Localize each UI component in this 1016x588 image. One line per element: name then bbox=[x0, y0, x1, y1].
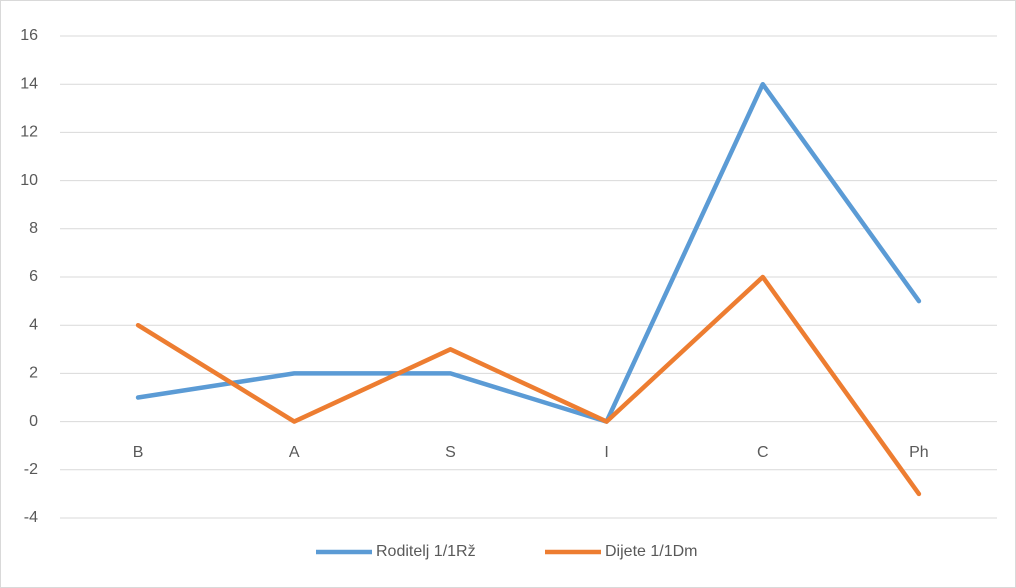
y-tick-label: 10 bbox=[20, 172, 38, 189]
x-tick-label: C bbox=[757, 444, 769, 461]
y-tick-label: 2 bbox=[29, 365, 38, 382]
x-tick-label: S bbox=[445, 444, 456, 461]
x-tick-label: Ph bbox=[909, 444, 929, 461]
series-line bbox=[135, 81, 922, 424]
legend-label: Roditelj 1/1Rž bbox=[376, 543, 476, 560]
series-line bbox=[135, 274, 922, 497]
y-tick-label: 8 bbox=[29, 220, 38, 237]
y-tick-label: 16 bbox=[20, 27, 38, 44]
y-tick-label: 4 bbox=[29, 316, 38, 333]
y-tick-label: 6 bbox=[29, 268, 38, 285]
y-tick-label: -4 bbox=[24, 509, 38, 526]
y-tick-label: -2 bbox=[24, 461, 38, 478]
legend-label: Dijete 1/1Dm bbox=[605, 543, 697, 560]
y-tick-label: 0 bbox=[29, 413, 38, 430]
x-tick-label: I bbox=[604, 444, 608, 461]
x-tick-label: A bbox=[289, 444, 300, 461]
y-tick-label: 14 bbox=[20, 75, 38, 92]
y-tick-label: 12 bbox=[20, 124, 38, 141]
x-tick-label: B bbox=[133, 444, 144, 461]
